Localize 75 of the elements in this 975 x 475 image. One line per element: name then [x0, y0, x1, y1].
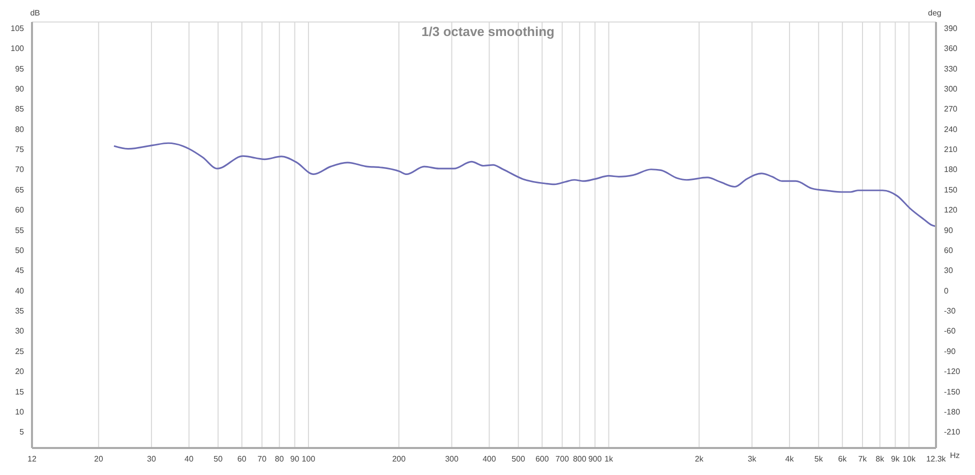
x-tick-label: 9k	[891, 454, 900, 464]
y2-tick-label: -210	[944, 428, 961, 437]
y-tick-label: 60	[15, 206, 25, 215]
y2-tick-label: 300	[944, 84, 958, 94]
y-axis-title: dB	[30, 8, 40, 18]
y-tick-label: 15	[15, 387, 25, 396]
y2-tick-label: 330	[944, 64, 958, 74]
y2-tick-label: 0	[944, 286, 949, 296]
y-tick-label: 70	[15, 165, 25, 174]
y-tick-label: 65	[15, 185, 25, 194]
x-tick-label: 800	[572, 454, 587, 464]
y2-tick-label: -180	[944, 408, 961, 416]
x-tick-label: 5k	[814, 454, 824, 464]
x-tick-label: 12	[28, 454, 37, 464]
y2-tick-label: 360	[944, 44, 958, 54]
x-tick-label: 50	[214, 454, 224, 464]
x-tick-label: 2k	[694, 454, 704, 464]
y-tick-label: 45	[15, 266, 25, 276]
x-tick-label: 700	[556, 454, 570, 464]
y-tick-label: 75	[15, 145, 25, 154]
y-tick-label: 10	[15, 408, 25, 416]
x-tick-label: 6k	[838, 454, 848, 464]
y-tick-label: 80	[15, 124, 25, 134]
x-axis-title: Hz	[950, 450, 960, 460]
x-tick-label: 200	[392, 454, 406, 464]
x-tick-label: 300	[445, 454, 459, 464]
y2-tick-label: 180	[944, 165, 958, 174]
x-tick-label: 7k	[858, 454, 868, 464]
x-tick-label: 1k	[604, 454, 614, 464]
y-tick-label: 35	[15, 306, 25, 316]
y2-tick-label: 150	[944, 185, 958, 194]
x-tick-label: 90	[290, 454, 300, 464]
x-tick-label: 70	[258, 454, 267, 464]
y-tick-label: 40	[15, 286, 25, 296]
y-tick-label: 55	[15, 226, 25, 235]
x-tick-label: 400	[482, 454, 496, 464]
y2-tick-label: 270	[944, 104, 958, 114]
y2-tick-label: -60	[944, 326, 956, 336]
y2-axis-title: deg	[928, 8, 942, 18]
x-tick-label: 100	[302, 454, 316, 464]
x-tick-label: 30	[147, 454, 156, 464]
y-tick-label: 105	[10, 24, 25, 33]
y-tick-label: 85	[15, 104, 25, 114]
y-tick-label: 90	[15, 84, 25, 94]
chart-title: 1/3 octave smoothing	[422, 24, 554, 39]
y-tick-label: 100	[10, 44, 25, 54]
x-tick-label: 900	[588, 454, 602, 464]
y2-tick-label: 120	[944, 206, 958, 215]
y-tick-label: 95	[15, 64, 25, 74]
x-tick-label: 12.3k	[926, 454, 947, 464]
y2-tick-label: 60	[944, 246, 954, 255]
y2-tick-label: 210	[944, 145, 958, 154]
x-tick-label: 10k	[902, 454, 916, 464]
x-tick-label: 4k	[785, 454, 795, 464]
x-tick-label: 500	[512, 454, 526, 464]
y-tick-label: 20	[15, 367, 25, 376]
y2-tick-label: 240	[944, 124, 958, 134]
x-tick-label: 600	[535, 454, 550, 464]
y-tick-label: 25	[15, 346, 25, 356]
y2-tick-label: -120	[944, 367, 961, 376]
y-tick-label: 5	[20, 428, 25, 437]
y2-tick-label: 390	[944, 24, 958, 33]
x-tick-label: 40	[184, 454, 194, 464]
y2-tick-label: -150	[944, 387, 961, 396]
x-tick-label: 3k	[748, 454, 758, 464]
y-tick-label: 30	[15, 326, 25, 336]
y-tick-label: 50	[15, 246, 25, 255]
y2-tick-label: -30	[944, 306, 956, 316]
x-tick-label: 8k	[876, 454, 886, 464]
y2-tick-label: 30	[944, 266, 954, 276]
x-tick-label: 80	[274, 454, 284, 464]
x-tick-label: 60	[237, 454, 247, 464]
x-tick-label: 20	[94, 454, 104, 464]
y2-tick-label: 90	[944, 226, 954, 235]
y2-tick-label: -90	[944, 346, 956, 356]
